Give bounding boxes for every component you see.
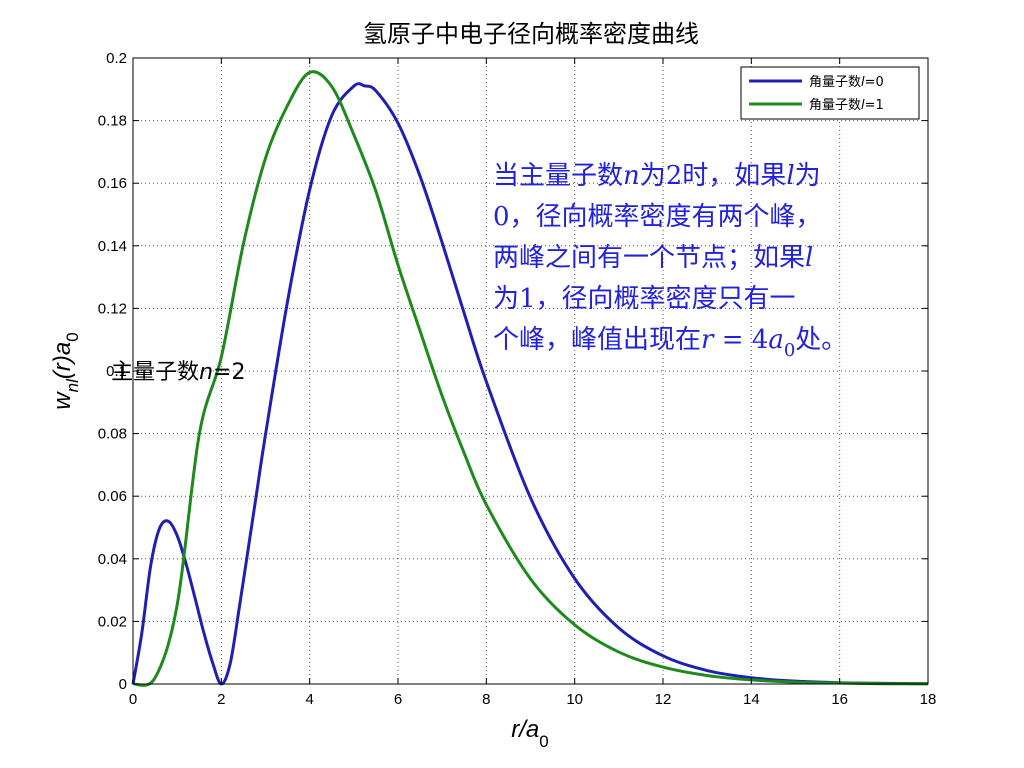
y-tick-label: 0.14 xyxy=(98,238,127,255)
y-tick-label: 0.1 xyxy=(106,363,127,380)
n-annotation: 主量子数n=2 xyxy=(111,360,245,385)
x-tick-label: 16 xyxy=(831,691,848,708)
explanation-note: 当主量子数n为2时，如果l为 0，径向概率密度有两个峰， 两峰之间有一个节点；如… xyxy=(493,161,847,361)
y-axis-label-w: w xyxy=(49,391,76,410)
note-line-5: 个峰，峰值出现在r = 4a0处。 xyxy=(493,325,847,361)
series-layer xyxy=(131,70,929,687)
x-axis-ticks: 0 2 4 6 8 10 12 14 16 18 xyxy=(129,58,937,708)
y-tick-label: 0.2 xyxy=(106,50,127,67)
x-tick-label: 18 xyxy=(920,691,937,708)
note-line-1: 当主量子数n为2时，如果l为 xyxy=(493,161,821,191)
x-tick-label: 12 xyxy=(655,691,672,708)
x-axis-label-sub: 0 xyxy=(539,732,548,751)
note-line-3: 两峰之间有一个节点；如果l xyxy=(493,243,813,273)
x-tick-label: 4 xyxy=(305,691,313,708)
x-tick-label: 14 xyxy=(743,691,760,708)
series-line-l0 xyxy=(131,82,929,686)
y-tick-label: 0 xyxy=(119,676,127,693)
x-axis-label-main: r/a xyxy=(511,716,539,743)
y-axis-label-r: (r)a xyxy=(49,342,76,379)
x-tick-label: 10 xyxy=(566,691,583,708)
x-tick-label: 2 xyxy=(217,691,225,708)
y-tick-label: 0.16 xyxy=(98,175,127,192)
y-tick-label: 0.08 xyxy=(98,426,127,443)
y-axis-label-sub: 0 xyxy=(63,332,82,341)
series-line-l1 xyxy=(132,70,929,687)
y-axis-label-nl: nl xyxy=(63,378,82,392)
legend: 角量子数l=0 角量子数l=1 xyxy=(740,66,920,120)
plot-area xyxy=(133,58,928,684)
x-tick-label: 0 xyxy=(129,691,137,708)
y-tick-label: 0.02 xyxy=(98,613,127,630)
legend-label-l0: 角量子数l=0 xyxy=(809,75,884,90)
x-tick-label: 8 xyxy=(482,691,490,708)
x-axis-label: r/a0 xyxy=(511,716,548,751)
note-line-4: 为1，径向概率密度只有一 xyxy=(493,284,796,314)
y-tick-label: 0.06 xyxy=(98,488,127,505)
chart-title: 氢原子中电子径向概率密度曲线 xyxy=(363,20,699,48)
y-tick-label: 0.12 xyxy=(98,300,127,317)
y-axis-ticks: 0 0.02 0.04 0.06 0.08 0.1 0.12 0.14 0.16 0.18 0.2 xyxy=(98,50,928,693)
legend-label-l1: 角量子数l=1 xyxy=(809,98,884,113)
note-line-2: 0，径向概率密度有两个峰， xyxy=(493,202,822,232)
x-tick-label: 6 xyxy=(394,691,402,708)
legend-box xyxy=(740,66,920,120)
y-tick-label: 0.04 xyxy=(98,551,127,568)
y-axis-label: wnl(r)a0 xyxy=(49,332,82,409)
y-tick-label: 0.18 xyxy=(98,113,127,130)
